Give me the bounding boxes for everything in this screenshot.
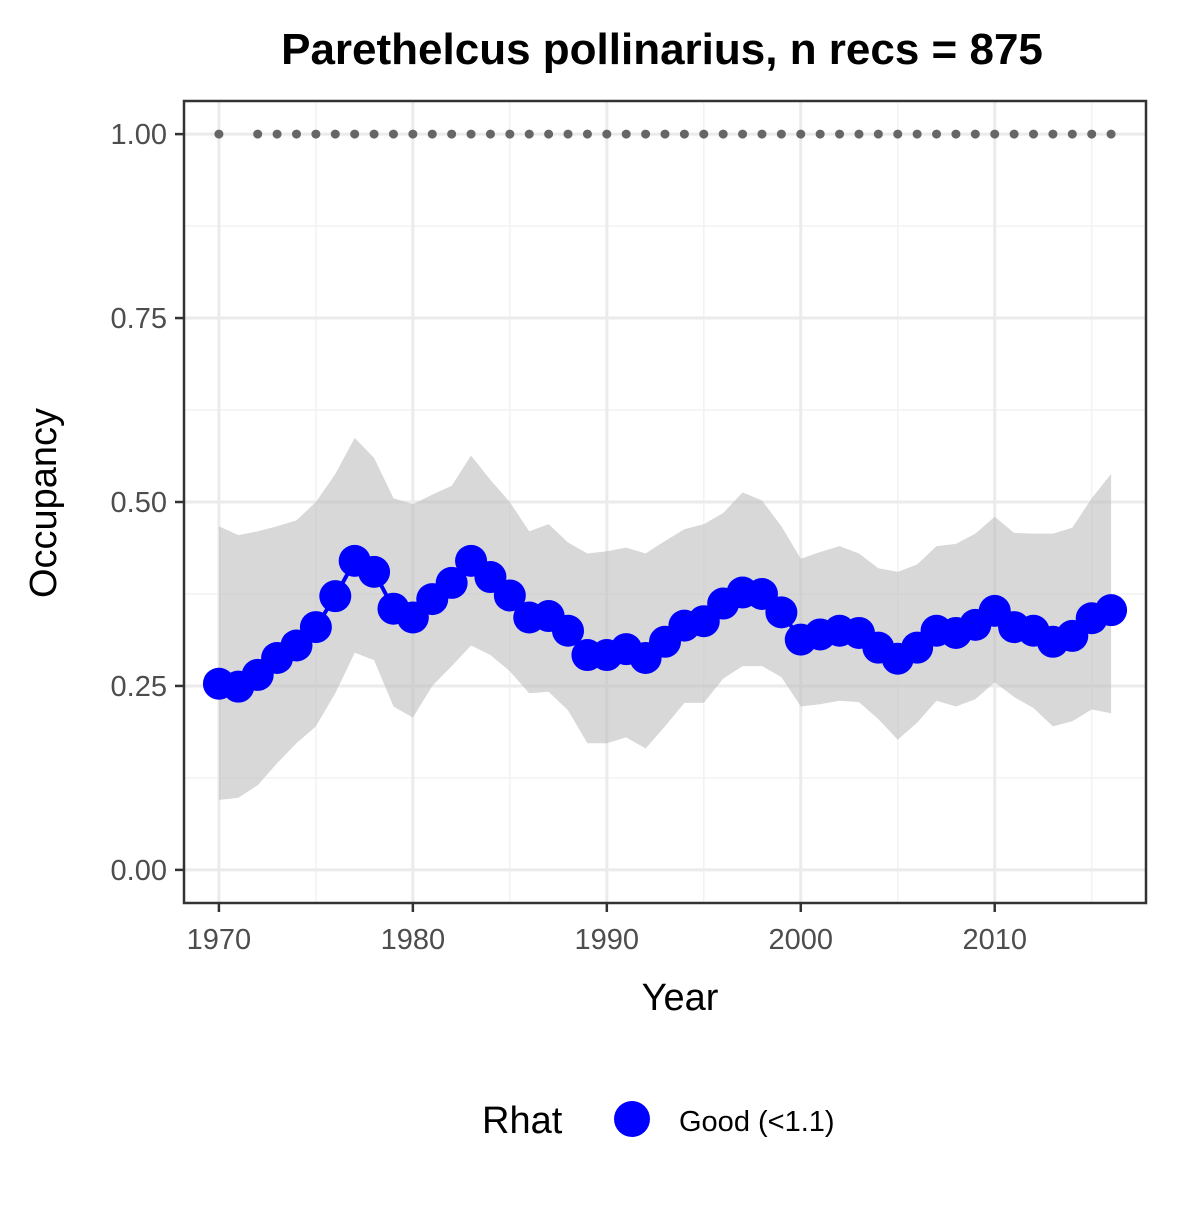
record-dot bbox=[990, 129, 1000, 139]
record-dot bbox=[330, 129, 340, 139]
record-dot bbox=[369, 129, 379, 139]
record-dot bbox=[738, 129, 748, 139]
record-dot bbox=[582, 129, 592, 139]
occupancy-point bbox=[299, 611, 332, 644]
record-dot bbox=[505, 129, 515, 139]
chart-title: Parethelcus pollinarius, n recs = 875 bbox=[281, 25, 1043, 74]
y-tick-label: 0.50 bbox=[111, 487, 167, 519]
record-dot bbox=[757, 129, 767, 139]
record-dot bbox=[350, 129, 360, 139]
record-dot bbox=[466, 129, 476, 139]
record-dot bbox=[970, 129, 980, 139]
record-dot bbox=[679, 129, 689, 139]
occupancy-point bbox=[493, 579, 526, 612]
y-tick-label: 0.00 bbox=[111, 855, 167, 887]
record-dot bbox=[1009, 129, 1019, 139]
record-dot bbox=[1106, 129, 1116, 139]
occupancy-point bbox=[552, 614, 585, 647]
x-tick-label: 2010 bbox=[962, 924, 1027, 956]
record-dot bbox=[854, 129, 864, 139]
record-dot bbox=[796, 129, 806, 139]
record-dot bbox=[388, 129, 398, 139]
record-dot bbox=[311, 129, 321, 139]
y-tick-label: 0.75 bbox=[111, 303, 167, 335]
record-dot bbox=[1067, 129, 1077, 139]
record-dot bbox=[253, 129, 263, 139]
record-dot bbox=[660, 129, 670, 139]
occupancy-point bbox=[358, 555, 391, 588]
plot-panel: 1970 1980 1990 2000 2010 0.00 0.25 0.50 0.75 1.00 bbox=[111, 99, 1148, 956]
record-dot bbox=[544, 129, 554, 139]
record-dot bbox=[776, 129, 786, 139]
record-dot bbox=[602, 129, 612, 139]
record-dot bbox=[408, 129, 418, 139]
record-dot bbox=[291, 129, 301, 139]
record-dot bbox=[272, 129, 282, 139]
record-dot bbox=[932, 129, 942, 139]
occupancy-point bbox=[1095, 594, 1128, 627]
occupancy-point bbox=[319, 580, 352, 613]
y-tick-label: 1.00 bbox=[111, 119, 167, 151]
record-dot bbox=[447, 129, 457, 139]
legend: Rhat Good (<1.1) bbox=[482, 1100, 835, 1142]
record-dot bbox=[485, 129, 495, 139]
legend-key-good bbox=[614, 1101, 650, 1137]
record-dot bbox=[1029, 129, 1039, 139]
x-tick-label: 1990 bbox=[575, 924, 640, 956]
record-dot bbox=[873, 129, 883, 139]
record-dot bbox=[621, 129, 631, 139]
record-dot bbox=[563, 129, 573, 139]
record-dot bbox=[718, 129, 728, 139]
x-tick-label: 1980 bbox=[381, 924, 446, 956]
x-tick-label: 1970 bbox=[187, 924, 252, 956]
record-dot bbox=[699, 129, 709, 139]
record-dot bbox=[912, 129, 922, 139]
legend-title: Rhat bbox=[482, 1100, 563, 1142]
y-tick-label: 0.25 bbox=[111, 671, 167, 703]
record-dot bbox=[214, 129, 224, 139]
y-axis-title: Occupancy bbox=[23, 408, 65, 598]
x-tick-label: 2000 bbox=[769, 924, 834, 956]
record-dot bbox=[893, 129, 903, 139]
x-axis-title: Year bbox=[642, 977, 719, 1019]
record-dot bbox=[951, 129, 961, 139]
record-dot bbox=[835, 129, 845, 139]
legend-label-good: Good (<1.1) bbox=[679, 1106, 835, 1138]
record-dot bbox=[1087, 129, 1097, 139]
occupancy-point bbox=[765, 596, 798, 629]
record-dot bbox=[427, 129, 437, 139]
occupancy-point bbox=[435, 566, 468, 599]
record-dot bbox=[641, 129, 651, 139]
record-dot bbox=[524, 129, 534, 139]
record-dot bbox=[815, 129, 825, 139]
record-dot bbox=[1048, 129, 1058, 139]
credible-interval-ribbon bbox=[218, 438, 1112, 800]
